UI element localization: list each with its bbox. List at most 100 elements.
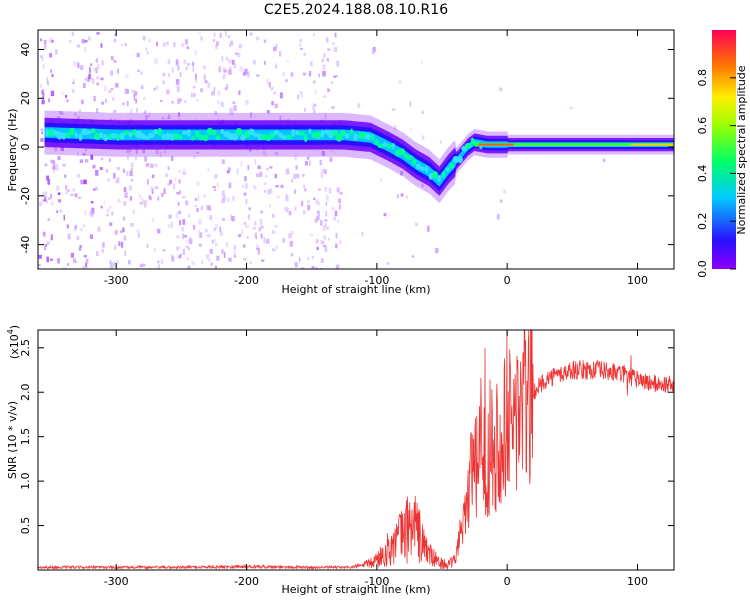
noise-speckle	[261, 259, 265, 262]
ridge-blob	[128, 131, 133, 138]
noise-speckle	[396, 194, 399, 199]
noise-speckle	[41, 90, 44, 94]
noise-speckle	[263, 182, 267, 185]
noise-speckle	[125, 74, 129, 78]
noise-speckle	[177, 202, 180, 206]
noise-speckle	[279, 50, 282, 57]
noise-speckle	[47, 218, 50, 221]
noise-speckle	[130, 162, 134, 168]
noise-speckle	[209, 248, 213, 254]
noise-speckle	[336, 60, 339, 67]
noise-speckle	[169, 179, 173, 184]
noise-speckle	[209, 215, 212, 220]
noise-speckle	[312, 80, 316, 84]
noise-speckle	[140, 197, 144, 200]
noise-speckle	[311, 265, 315, 269]
noise-speckle	[49, 37, 52, 43]
noise-speckle	[122, 227, 125, 233]
snr-y-tick-label: 2.5	[19, 339, 32, 357]
ridge-blob	[78, 133, 83, 141]
noise-speckle	[275, 43, 278, 49]
noise-speckle	[255, 244, 259, 247]
noise-speckle	[223, 69, 228, 73]
noise-speckle	[327, 48, 330, 51]
noise-speckle	[62, 267, 67, 269]
noise-speckle	[410, 127, 412, 131]
noise-speckle	[205, 229, 208, 233]
noise-speckle	[238, 43, 243, 49]
noise-speckle	[44, 243, 48, 247]
noise-speckle	[331, 206, 335, 211]
noise-speckle	[79, 159, 83, 163]
noise-speckle	[245, 99, 249, 105]
noise-speckle	[44, 246, 46, 251]
noise-speckle	[245, 224, 249, 228]
noise-speckle	[191, 61, 195, 67]
noise-speckle	[277, 195, 280, 199]
noise-speckle	[85, 258, 89, 264]
noise-speckle	[121, 43, 123, 46]
noise-speckle	[160, 99, 163, 103]
noise-speckle	[291, 179, 293, 183]
noise-speckle	[130, 178, 134, 182]
ridge-blob	[437, 175, 441, 183]
ridge-blob	[69, 127, 75, 136]
noise-speckle	[236, 168, 239, 175]
ridge-blob	[48, 129, 55, 137]
snr-y-ticks: 0.5 1.0 1.5 2.0 2.5	[19, 339, 674, 534]
noise-speckle	[80, 179, 83, 185]
noise-speckle	[279, 115, 282, 122]
colorbar-tick-label: 0.0	[696, 260, 709, 278]
noise-speckle	[179, 253, 182, 258]
noise-speckle	[130, 89, 135, 92]
noise-speckle	[273, 91, 277, 95]
ridge-blob	[406, 155, 414, 160]
ridge-band-3	[44, 127, 674, 187]
noise-speckle	[133, 94, 136, 101]
noise-speckle	[338, 198, 341, 204]
noise-speckle	[139, 264, 143, 267]
noise-speckle	[252, 226, 256, 230]
noise-speckle	[177, 98, 181, 105]
noise-speckle	[321, 151, 325, 156]
noise-speckle	[146, 50, 150, 56]
noise-speckle	[138, 194, 141, 199]
noise-speckle	[290, 72, 294, 77]
ridge-blob	[240, 134, 247, 141]
noise-speckle	[207, 168, 210, 171]
noise-speckle	[298, 257, 301, 263]
snr-y-tick-label: 1.5	[19, 428, 32, 446]
noise-speckle	[335, 232, 338, 239]
spectrogram-y-tick-label: 20	[19, 91, 32, 105]
snr-x-tick-label: 100	[627, 575, 648, 588]
noise-speckle	[208, 205, 211, 211]
noise-speckle	[168, 114, 170, 119]
ridge-blob	[340, 130, 347, 137]
snr-x-tick-label: -100	[364, 575, 389, 588]
noise-speckle	[196, 99, 199, 102]
noise-speckle	[78, 109, 81, 113]
noise-speckle	[42, 64, 45, 69]
colorbar-gradient	[712, 30, 736, 269]
noise-speckle	[142, 35, 146, 41]
ridge-blob	[358, 131, 362, 139]
ridge-blob	[295, 130, 300, 136]
noise-speckle	[77, 151, 79, 157]
noise-speckle	[67, 262, 70, 267]
noise-speckle	[227, 167, 231, 171]
noise-speckle	[74, 112, 77, 116]
noise-speckle	[333, 46, 338, 52]
noise-speckle	[73, 61, 77, 67]
noise-speckle	[254, 221, 257, 226]
ridge-blob	[298, 131, 305, 136]
noise-speckle	[143, 97, 146, 100]
noise-speckle	[270, 87, 274, 91]
noise-speckle	[427, 225, 430, 232]
noise-speckle	[339, 192, 343, 195]
noise-speckle	[225, 57, 229, 61]
noise-speckle	[392, 108, 396, 111]
noise-speckle	[150, 185, 154, 192]
spectrogram-x-tick-label: 100	[627, 274, 648, 287]
noise-speckle	[49, 53, 53, 58]
noise-speckle	[238, 90, 241, 95]
